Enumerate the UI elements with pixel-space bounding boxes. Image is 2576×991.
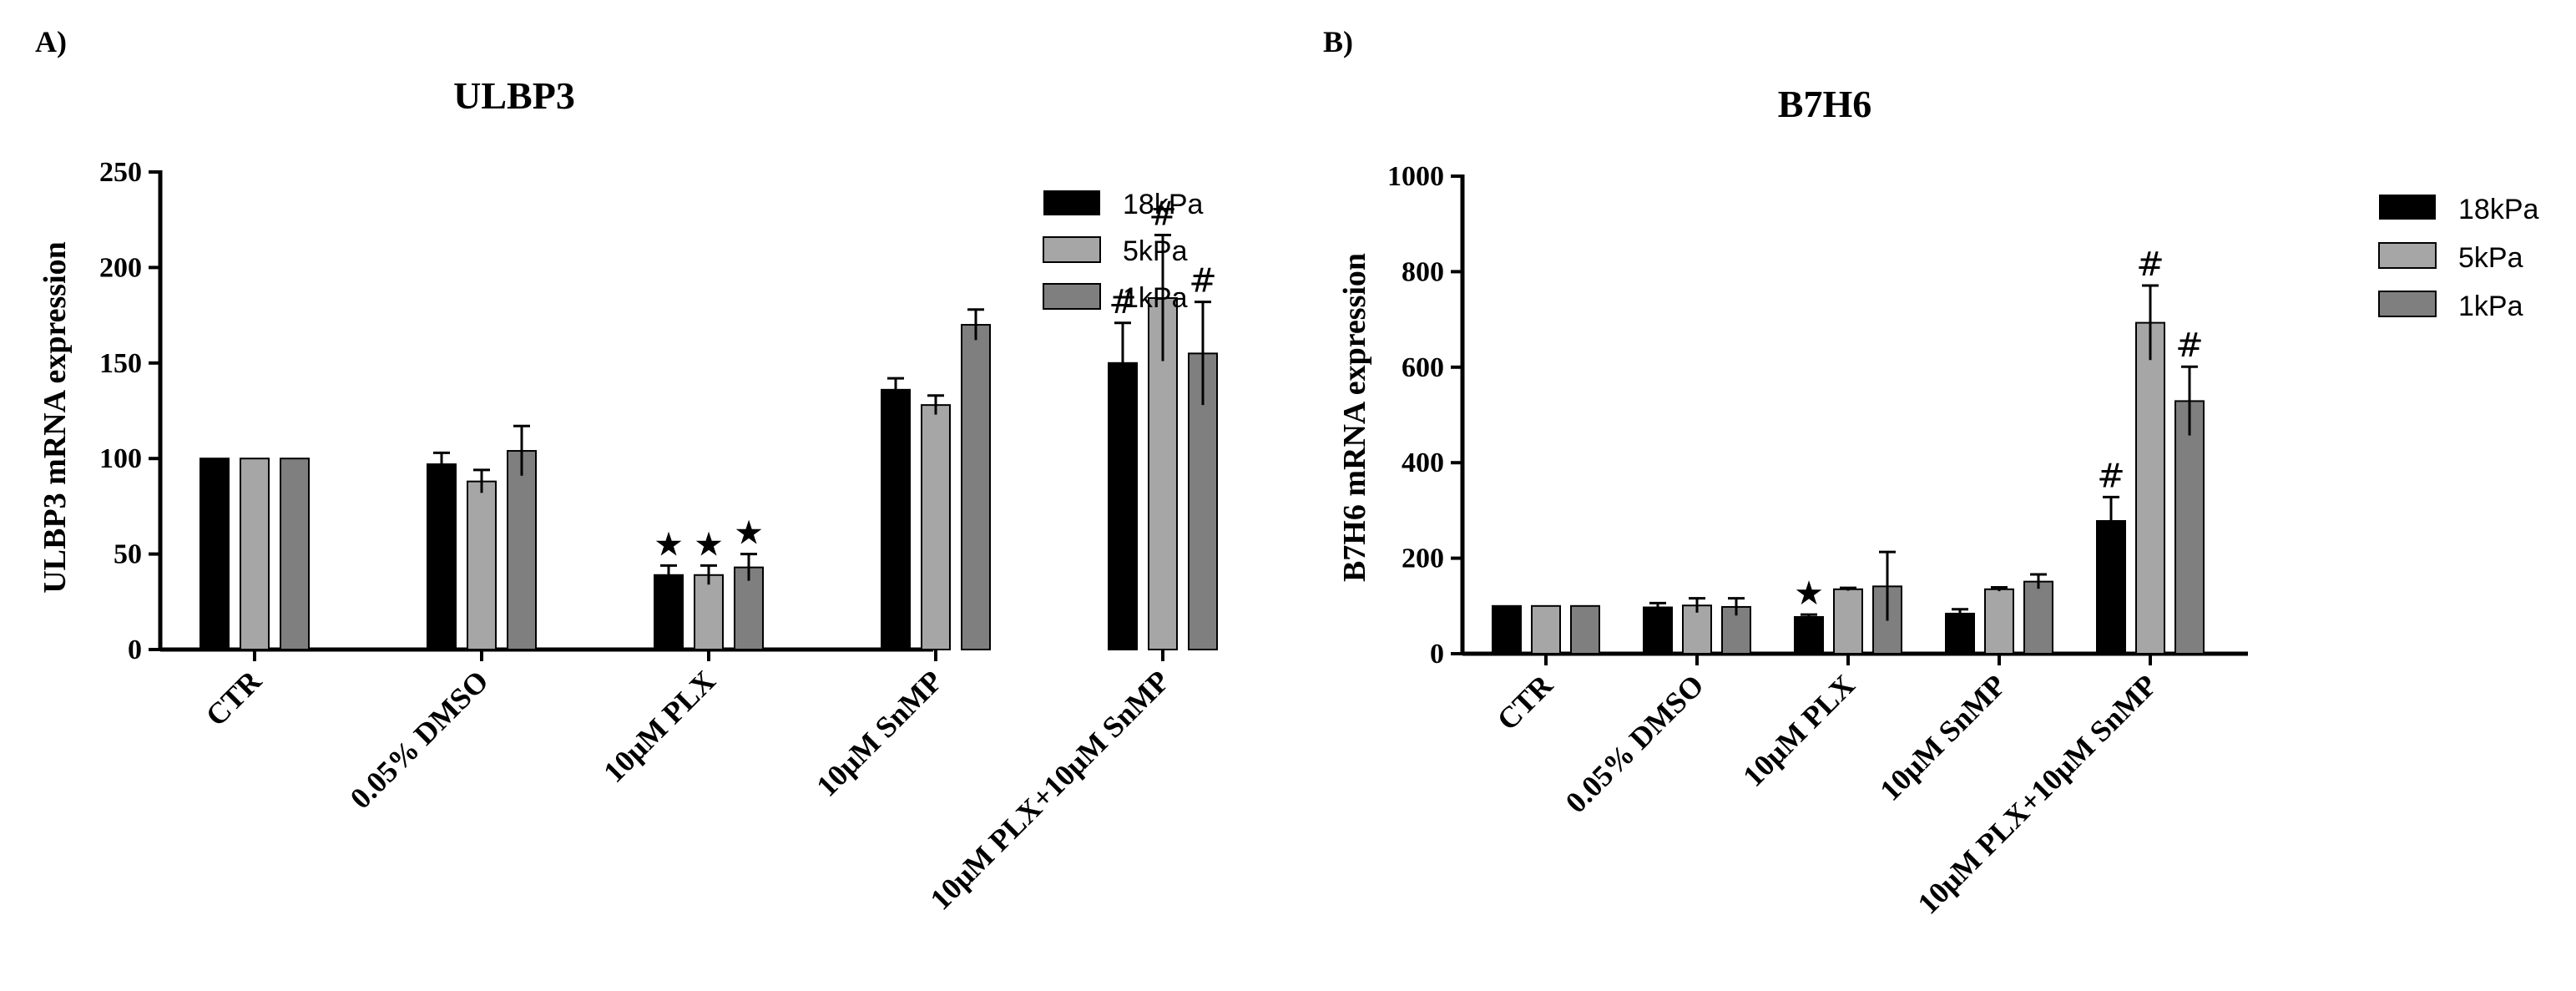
panel-a-legend-swatch-18kpa xyxy=(1043,190,1100,215)
panel-b-x-tick-label-10-m-plx: 10μM PLX xyxy=(1736,668,1861,792)
panel-a-legend-label-5kpa: 5kPa xyxy=(1123,235,1188,267)
panel-a-legend-swatch-5kpa xyxy=(1043,236,1101,263)
panel-b-bar-5kpa-10-m-plx-10-m-snmp xyxy=(2135,321,2165,655)
panel-b-y-tick-label: 800 xyxy=(1402,256,1444,287)
panel-a-bar-1kpa-10-m-snmp xyxy=(961,324,991,650)
panel-a-bar-18kpa-10-m-plx-10-m-snmp xyxy=(1108,362,1138,650)
panel-b-bar-1kpa-ctr xyxy=(1570,604,1600,655)
panel-a-x-tick-label-10-m-plx: 10μM PLX xyxy=(597,664,721,788)
panel-b-bar-5kpa-10-m-snmp xyxy=(1984,588,2014,655)
panel-b-significance-marker: ★ xyxy=(1794,574,1824,613)
panel-a-x-tick-label-ctr: CTR xyxy=(200,664,269,733)
chart-panel-b: B) B7H6 B7H6 mRNA expression 0 200 400 600 8… xyxy=(1323,25,2538,921)
panel-a-legend: 18kPa 5kPa 1kPa xyxy=(1043,189,1203,314)
panel-b-legend-swatch-5kpa xyxy=(2378,242,2437,269)
panel-b-legend-swatch-18kpa xyxy=(2379,195,2436,220)
panel-a-title: ULBP3 xyxy=(453,74,575,117)
panel-a-legend-label-18kpa: 18kPa xyxy=(1123,189,1203,220)
panel-b-bar-18kpa-10-m-snmp xyxy=(1945,612,1975,655)
panel-b-legend: 18kPa 5kPa 1kPa xyxy=(2378,194,2538,322)
panel-b-y-axis-label: B7H6 mRNA expression xyxy=(1337,253,1372,582)
panel-a-y-tick-label: 200 xyxy=(99,252,142,283)
panel-b-bar-5kpa-10-m-plx xyxy=(1833,588,1863,655)
chart-panel-a: A) ULBP3 ULBP3 mRNA expression 0 50 100 150… xyxy=(35,25,1218,917)
panel-b-label: B) xyxy=(1323,25,1353,58)
panel-b-bar-18kpa-10-m-plx xyxy=(1794,615,1824,655)
panel-b-legend-swatch-1kpa xyxy=(2378,291,2437,317)
panel-b-x-tick-label-0-05-dmso: 0.05% DMSO xyxy=(1559,668,1710,819)
panel-a-bar-18kpa-10-m-plx xyxy=(654,574,684,651)
panel-b-y-tick-label: 400 xyxy=(1402,447,1444,478)
panel-a-legend-swatch-1kpa xyxy=(1043,283,1101,310)
panel-a-bar-5kpa-10-m-plx-10-m-snmp xyxy=(1148,297,1178,650)
panel-a-legend-label-1kpa: 1kPa xyxy=(1123,282,1188,314)
panel-a-label: A) xyxy=(35,25,67,58)
panel-b-plot: 0 200 400 600 800 1000 CTR 0.05% DMSO 10μM PLX ★ 1… xyxy=(1387,161,2248,921)
panel-a-bar-5kpa-10-m-snmp xyxy=(921,404,951,650)
panel-b-y-tick-label: 600 xyxy=(1402,352,1444,383)
panel-a-significance-marker: ★ xyxy=(694,525,724,564)
panel-a-bar-18kpa-0-05-dmso xyxy=(427,463,457,651)
panel-b-legend-label-18kpa: 18kPa xyxy=(2458,194,2538,225)
panel-b-y-tick-label: 200 xyxy=(1402,544,1444,574)
panel-b-x-tick-label-10-m-plx-10-m-snmp: 10μM PLX+10μM SnMP xyxy=(1912,668,2164,920)
panel-a-y-tick-label: 0 xyxy=(128,635,142,665)
panel-b-bar-1kpa-10-m-snmp xyxy=(2023,580,2053,655)
panel-b-title: B7H6 xyxy=(1778,83,1871,125)
panel-a-y-tick-label: 100 xyxy=(99,443,142,474)
panel-b-x-tick-label-ctr: CTR xyxy=(1491,668,1560,737)
panel-a-y-tick-label: 150 xyxy=(99,348,142,379)
panel-a-y-axis-label: ULBP3 mRNA expression xyxy=(38,241,73,594)
panel-a-significance-marker: # xyxy=(1149,195,1177,234)
panel-a-x-tick-label-0-05-dmso: 0.05% DMSO xyxy=(344,664,495,815)
panel-a-y-tick-label: 50 xyxy=(114,539,142,570)
panel-b-significance-marker: # xyxy=(2097,457,2125,495)
panel-a-bar-5kpa-0-05-dmso xyxy=(467,480,497,650)
panel-b-significance-marker: # xyxy=(2175,326,2204,365)
panel-b-y-tick-label: 0 xyxy=(1430,639,1444,670)
panel-a-significance-marker: # xyxy=(1189,262,1217,301)
panel-b-x-tick-label-10-m-snmp: 10μM SnMP xyxy=(1873,668,2012,806)
panel-a-y-tick-label: 250 xyxy=(99,157,142,188)
panel-a-bar-1kpa-ctr xyxy=(280,458,310,651)
panel-b-bar-5kpa-ctr xyxy=(1531,604,1561,655)
panel-a-significance-marker: ★ xyxy=(654,525,684,564)
panel-b-legend-label-5kpa: 5kPa xyxy=(2458,242,2523,274)
panel-a-bar-5kpa-10-m-plx xyxy=(694,574,724,651)
panel-a-significance-marker: ★ xyxy=(734,514,764,553)
panel-b-significance-marker: # xyxy=(2136,245,2164,284)
panel-a-plot: 0 50 100 150 200 250 CTR 0.05% DMSO 10μM PLX ★ ★ ★ 1… xyxy=(99,157,1218,917)
panel-a-x-tick-label-10-m-snmp: 10μM SnMP xyxy=(810,664,948,802)
panel-a-bar-18kpa-ctr xyxy=(200,458,230,651)
panel-b-bar-18kpa-ctr xyxy=(1492,604,1522,655)
panel-b-y-tick-label: 1000 xyxy=(1387,161,1444,192)
panel-b-bar-1kpa-10-m-plx-10-m-snmp xyxy=(2174,400,2205,655)
panel-a-x-tick-label-10-m-plx-10-m-snmp: 10μM PLX+10μM SnMP xyxy=(924,664,1176,916)
panel-a-bar-1kpa-0-05-dmso xyxy=(507,450,537,650)
panel-a-bar-18kpa-10-m-snmp xyxy=(881,388,911,650)
panel-b-bar-18kpa-0-05-dmso xyxy=(1643,606,1673,655)
panel-a-significance-marker: # xyxy=(1109,283,1137,321)
panel-b-legend-label-1kpa: 1kPa xyxy=(2458,291,2523,322)
panel-a-bar-5kpa-ctr xyxy=(240,458,270,651)
panel-b-bar-5kpa-0-05-dmso xyxy=(1682,604,1712,655)
